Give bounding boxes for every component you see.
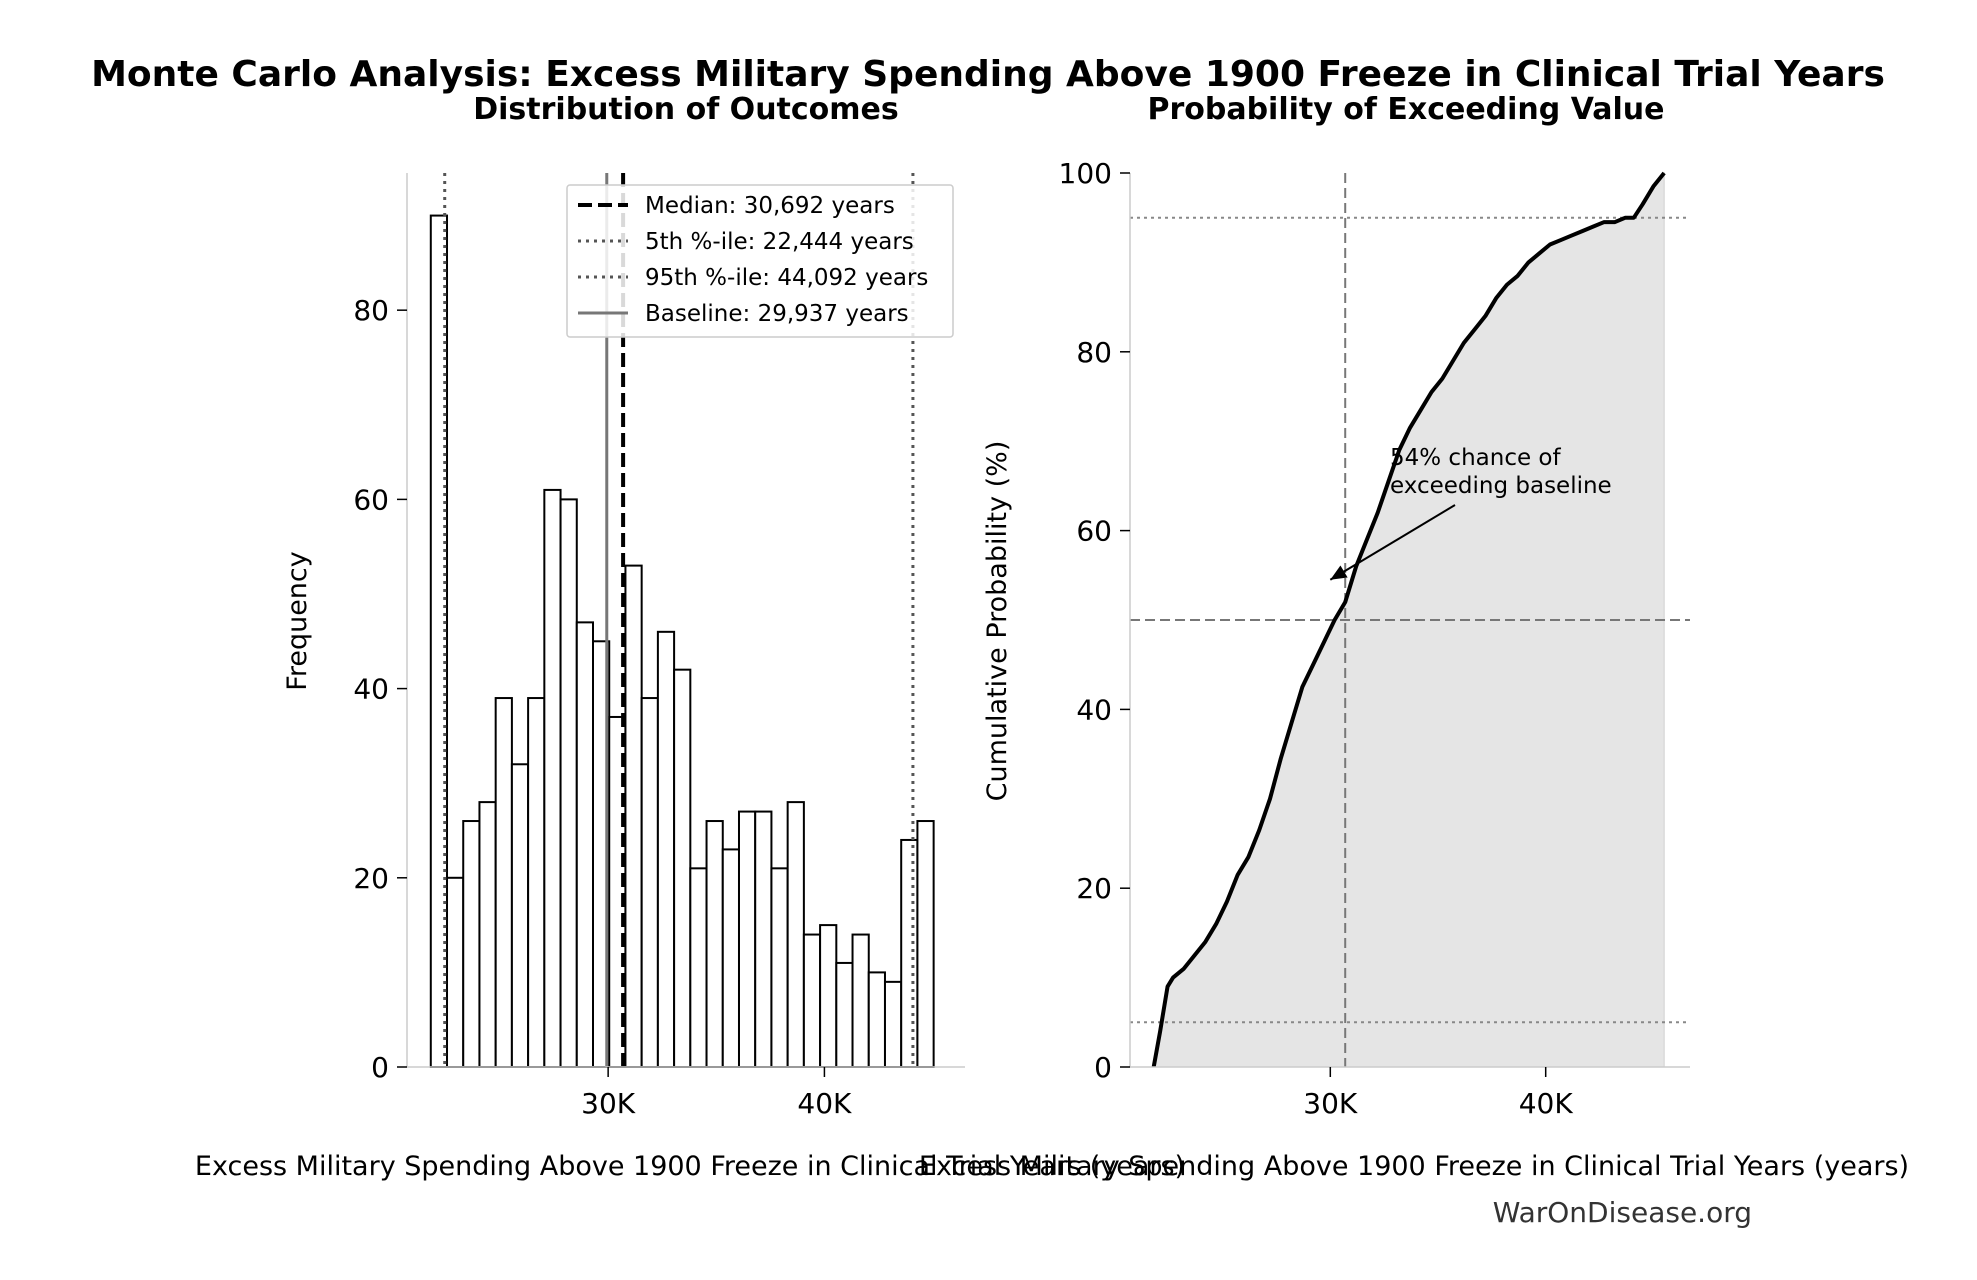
cdf-panel: Probability of Exceeding Value Cumulativ…	[919, 92, 1909, 1182]
histogram-bar	[494, 697, 513, 1068]
histogram-bar	[867, 971, 886, 1069]
histogram-bar	[543, 488, 562, 1068]
histogram-ytick-label: 0	[371, 1051, 389, 1084]
cdf-ytick-label: 80	[1076, 336, 1112, 369]
cdf-ytick-label: 0	[1094, 1051, 1112, 1084]
histogram-xlabel: Excess Military Spending Above 1900 Free…	[195, 1151, 1185, 1182]
histogram-bars	[429, 214, 935, 1069]
histogram-bar	[640, 697, 659, 1068]
watermark: WarOnDisease.org	[1493, 1196, 1752, 1229]
histogram-bar	[900, 838, 919, 1069]
histogram-bar	[559, 498, 578, 1068]
histogram-bar	[656, 630, 676, 1068]
annotation-line1: 54% chance of	[1390, 445, 1562, 471]
legend-label-p95: 95th %-ile: 44,092 years	[645, 265, 928, 291]
legend-frame	[566, 184, 954, 338]
cdf-subtitle: Probability of Exceeding Value	[1147, 92, 1664, 127]
histogram-bar	[916, 820, 935, 1068]
histogram-bar	[851, 933, 870, 1068]
histogram-panel: Distribution of Outcomes Frequency Exces…	[195, 92, 1185, 1182]
legend-label-median: Median: 30,692 years	[645, 193, 895, 219]
histogram-ytick-label: 80	[353, 294, 389, 327]
histogram-subtitle: Distribution of Outcomes	[473, 92, 899, 127]
histogram-ytick-label: 20	[353, 862, 389, 895]
histogram-bar	[510, 763, 530, 1068]
histogram-bar	[689, 867, 708, 1068]
histogram-ytick-label: 60	[353, 483, 389, 516]
histogram-bar	[462, 820, 481, 1068]
cdf-ytick-label: 20	[1076, 872, 1112, 905]
histogram-legend: Median: 30,692 years 5th %-ile: 22,444 y…	[566, 184, 954, 338]
histogram-axes: 0 20 40 60 80 30K 40K	[353, 173, 965, 1120]
histogram-bar	[786, 801, 805, 1068]
histogram-xtick-label: 40K	[797, 1087, 852, 1120]
cdf-curve	[1151, 171, 1666, 1068]
histogram-bar	[446, 876, 465, 1068]
figure-title: Monte Carlo Analysis: Excess Military Sp…	[91, 54, 1885, 95]
histogram-ytick-label: 40	[353, 673, 389, 706]
histogram-bar	[754, 810, 773, 1068]
cdf-ylabel: Cumulative Probability (%)	[982, 441, 1013, 802]
histogram-bar	[770, 867, 789, 1068]
legend-label-p5: 5th %-ile: 22,444 years	[645, 229, 914, 255]
histogram-xtick-label: 30K	[581, 1087, 636, 1120]
cdf-ytick-label: 100	[1059, 157, 1112, 190]
histogram-bar	[575, 621, 594, 1068]
histogram-bar	[883, 980, 903, 1068]
cdf-xlabel: Excess Military Spending Above 1900 Free…	[919, 1151, 1909, 1182]
cdf-annotation: 54% chance of exceeding baseline	[1329, 445, 1612, 581]
histogram-bar	[819, 924, 838, 1068]
cdf-axes: 0 20 40 60 80 100 30K 40K	[1059, 157, 1690, 1120]
histogram-bar	[835, 961, 854, 1069]
legend-label-baseline: Baseline: 29,937 years	[645, 301, 909, 327]
histogram-bar	[721, 848, 740, 1069]
cdf-ytick-label: 40	[1076, 693, 1112, 726]
annotation-arrow	[1329, 504, 1456, 581]
histogram-bar	[673, 668, 692, 1069]
annotation-arrowhead	[1330, 565, 1348, 580]
histogram-bar	[705, 820, 724, 1068]
cdf-xtick-label: 40K	[1519, 1087, 1574, 1120]
cdf-ytick-label: 60	[1076, 515, 1112, 548]
cdf-xtick-label: 30K	[1303, 1087, 1358, 1120]
cdf-reference-lines	[1130, 173, 1690, 1067]
histogram-bar	[478, 801, 497, 1068]
histogram-bar	[737, 810, 757, 1068]
annotation-line2: exceeding baseline	[1390, 473, 1612, 499]
histogram-ylabel: Frequency	[282, 551, 313, 691]
histogram-bar	[527, 697, 546, 1068]
histogram-bar	[802, 933, 822, 1068]
cdf-curve-group	[1151, 171, 1666, 1068]
histogram-bar	[624, 564, 643, 1068]
